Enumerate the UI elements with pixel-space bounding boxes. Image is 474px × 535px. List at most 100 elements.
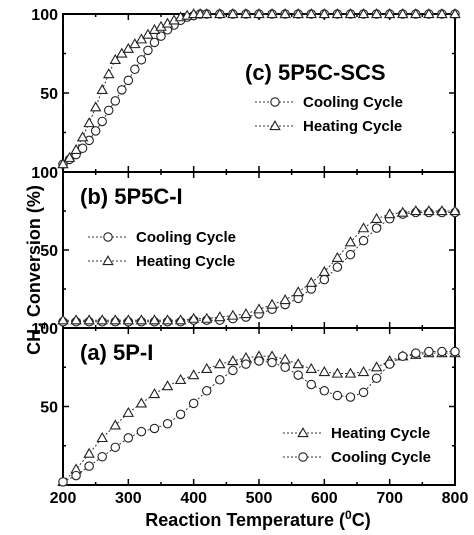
data-point-circle (71, 470, 81, 481)
panel-b: 50 100 (b) 5P5C-I Cooling Cycle Heating Cycl… (31, 165, 461, 329)
legend-a: Heating Cycle Cooling Cycle (283, 425, 431, 466)
data-point-triangle (449, 8, 461, 19)
x-tick-label: 300 (115, 490, 142, 507)
legend-marker-triangle (269, 120, 281, 131)
x-tick-label: 800 (442, 490, 469, 507)
data-point-triangle (344, 367, 357, 378)
y-tick-label: 50 (40, 86, 58, 103)
data-point-circle (103, 105, 114, 116)
data-point-triangle (383, 208, 396, 219)
panel-c: 50 100 (c) 5P5C-SCS Cooling Cycle Heating Cy… (31, 7, 461, 173)
data-point-triangle (96, 83, 108, 94)
data-point-triangle (109, 314, 122, 325)
panel-title-b: (b) 5P5C-I (80, 184, 183, 209)
data-point-triangle (109, 419, 122, 430)
data-point-triangle (357, 366, 370, 377)
data-point-circle (117, 85, 127, 95)
y-axis-title-rest: Conversion (%) (24, 185, 44, 322)
data-point-circle (397, 351, 408, 362)
panel-title-c: (c) 5P5C-SCS (245, 60, 386, 85)
y-tick-label: 100 (31, 7, 58, 24)
data-point-triangle (253, 303, 265, 314)
data-point-triangle (410, 205, 422, 216)
x-tick-labels: 200 300 400 500 600 700 800 (50, 490, 469, 507)
data-point-circle (345, 392, 356, 402)
data-point-circle (130, 64, 140, 75)
data-point-circle (319, 386, 330, 396)
y-axis-title: CH4 Conversion (%) (24, 185, 50, 355)
data-point-triangle (200, 362, 213, 373)
series-cooling-cycle (58, 346, 460, 487)
data-point-circle (293, 370, 303, 380)
data-point-circle (358, 387, 369, 398)
data-point-triangle (83, 447, 95, 458)
data-point-circle (162, 419, 173, 429)
data-point-triangle (344, 8, 357, 19)
data-point-triangle (102, 68, 115, 79)
data-point-circle (136, 426, 147, 437)
data-point-circle (97, 451, 107, 462)
data-point-triangle (383, 8, 396, 19)
data-point-triangle (305, 362, 318, 373)
data-point-triangle (83, 117, 95, 128)
data-point-triangle (83, 314, 95, 325)
data-point-triangle (57, 314, 69, 325)
data-point-circle (84, 461, 94, 471)
data-point-triangle (214, 8, 226, 19)
data-point-triangle (410, 8, 422, 19)
x-axis-title: Reaction Temperature (0C) (145, 508, 370, 530)
panel-a: 50 100 (a) 5P-I Heating Cycle Cooling Cycle (31, 321, 461, 487)
legend-marker-circle (103, 232, 113, 242)
data-point-triangle (370, 361, 383, 372)
data-point-triangle (174, 373, 187, 384)
data-point-circle (306, 379, 317, 390)
data-point-circle (123, 75, 134, 86)
data-point-triangle (227, 355, 239, 366)
data-point-circle (254, 356, 264, 366)
data-point-circle (97, 116, 107, 127)
y-axis-title-sub: 4 (36, 322, 50, 329)
data-point-circle (424, 346, 434, 357)
data-point-triangle (266, 298, 278, 309)
data-point-circle (228, 365, 238, 376)
x-axis-title-main: Reaction Temperature ( (145, 510, 345, 530)
data-point-circle (143, 45, 153, 56)
data-point-triangle (240, 8, 252, 19)
data-point-circle (358, 235, 369, 246)
data-point-circle (188, 398, 199, 409)
data-point-triangle (370, 8, 383, 19)
data-point-triangle (240, 308, 252, 319)
data-point-circle (156, 31, 166, 41)
data-point-circle (319, 274, 330, 285)
data-point-triangle (89, 101, 102, 112)
x-tick-label: 600 (311, 490, 338, 507)
data-point-circle (267, 357, 277, 368)
data-point-circle (58, 477, 68, 487)
x-tick-label: 400 (180, 490, 207, 507)
data-point-triangle (122, 406, 135, 417)
data-point-triangle (331, 8, 344, 19)
data-point-triangle (436, 8, 448, 19)
data-point-circle (136, 55, 147, 65)
data-point-circle (110, 96, 121, 106)
data-point-triangle (135, 314, 148, 325)
legend-label: Cooling Cycle (331, 449, 431, 466)
data-point-triangle (318, 265, 331, 276)
data-point-triangle (253, 8, 265, 19)
data-point-triangle (63, 151, 76, 162)
x-axis-title-sup: 0 (345, 508, 352, 522)
y-tick-label: 50 (40, 243, 58, 260)
x-tick-label: 700 (376, 490, 403, 507)
data-point-triangle (370, 212, 383, 223)
data-point-triangle (423, 8, 435, 19)
data-point-circle (345, 249, 356, 260)
y-tick-label: 50 (40, 400, 58, 417)
data-point-triangle (96, 431, 108, 443)
data-point-circle (123, 433, 134, 443)
data-point-circle (201, 386, 212, 396)
data-point-circle (437, 346, 447, 357)
data-point-circle (371, 373, 382, 383)
data-point-triangle (122, 314, 135, 325)
legend-c: Cooling Cycle Heating Cycle (255, 94, 403, 135)
